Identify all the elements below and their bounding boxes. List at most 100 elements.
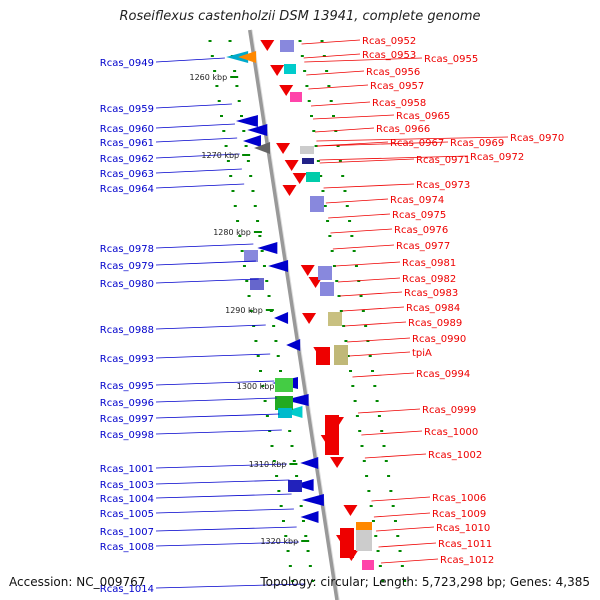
leader-line	[155, 183, 245, 189]
gene-label-right: Rcas_0969	[450, 138, 504, 149]
gene-label-left: Rcas_0964	[100, 184, 154, 195]
right-track-dot	[381, 580, 385, 582]
forward-gene-arrow	[276, 143, 291, 154]
right-track-dot	[355, 415, 359, 417]
right-track-dot	[323, 205, 327, 207]
reverse-gene-arrow	[282, 406, 303, 418]
gene-label-right: Rcas_0955	[424, 54, 478, 65]
gene-block	[362, 560, 374, 570]
right-track-dot	[378, 565, 382, 567]
gene-label-left: Rcas_0980	[100, 279, 154, 290]
right-outer-track-dot	[391, 505, 395, 507]
right-track-dot	[319, 175, 323, 177]
leader-line	[328, 213, 391, 219]
right-track-dot	[326, 220, 330, 222]
leader-line	[332, 244, 395, 250]
gene-label-left: Rcas_0963	[100, 169, 154, 180]
left-track-dot	[217, 100, 221, 102]
right-outer-track-dot	[345, 205, 349, 207]
left-inner-track-dot	[240, 115, 244, 117]
accession-text: Accession: NC_009767	[9, 575, 146, 589]
forward-gene-arrow	[292, 173, 307, 184]
left-track-dot	[229, 175, 233, 177]
right-outer-track-dot	[393, 520, 397, 522]
leader-line	[323, 183, 415, 189]
leader-line	[155, 153, 240, 159]
left-track-dot	[270, 445, 274, 447]
left-track-dot	[284, 535, 288, 537]
right-track-dot	[314, 145, 318, 147]
map-title: Roseiflexus castenholzii DSM 13941, comp…	[119, 9, 481, 24]
gene-label-left: Rcas_0988	[100, 325, 154, 336]
reverse-gene-arrow	[293, 479, 314, 491]
leader-line	[155, 137, 238, 143]
gene-label-left: Rcas_0998	[100, 430, 154, 441]
leader-line	[301, 39, 361, 45]
gene-label-right: tpiA	[412, 348, 432, 359]
leader-line	[155, 541, 299, 547]
kbp-tick	[289, 463, 298, 465]
gene-block	[328, 312, 342, 326]
left-inner-track-dot	[272, 325, 276, 327]
gene-label-left: Rcas_1001	[100, 464, 154, 475]
left-inner-track-dot	[262, 265, 266, 267]
left-track-dot	[286, 550, 290, 552]
right-outer-track-dot	[343, 190, 347, 192]
gene-label-right: Rcas_0957	[370, 81, 424, 92]
leader-line	[155, 260, 256, 266]
gene-label-right: Rcas_0981	[402, 258, 456, 269]
right-track-dot	[349, 370, 353, 372]
gene-label-right: Rcas_0958	[372, 98, 426, 109]
gene-label-left: Rcas_0961	[100, 138, 154, 149]
leader-line	[155, 353, 271, 359]
gene-block	[334, 345, 348, 365]
left-track-dot	[210, 55, 214, 57]
leader-line	[357, 408, 421, 414]
reverse-gene-arrow	[235, 115, 258, 127]
left-inner-track-dot	[246, 160, 250, 162]
kbp-tick	[301, 540, 310, 542]
left-track-dot	[261, 385, 265, 387]
kbp-tick	[253, 231, 262, 233]
right-outer-track-dot	[377, 415, 381, 417]
left-inner-track-dot	[249, 175, 253, 177]
gene-block	[320, 282, 334, 296]
right-outer-track-dot	[382, 445, 386, 447]
leader-line	[155, 278, 259, 284]
forward-gene-block	[340, 528, 354, 558]
gene-label-right: Rcas_0965	[396, 111, 450, 122]
leader-line	[337, 277, 401, 283]
reverse-gene-arrow	[286, 339, 301, 351]
gene-block	[310, 196, 324, 212]
gene-label-right: Rcas_0999	[422, 405, 476, 416]
right-outer-track-dot	[375, 400, 379, 402]
gene-label-right: Rcas_0984	[406, 303, 460, 314]
left-track-dot	[265, 415, 269, 417]
right-outer-track-dot	[364, 325, 368, 327]
leader-line	[155, 168, 242, 174]
left-track-dot	[231, 190, 235, 192]
left-inner-track-dot	[265, 280, 269, 282]
gene-label-right: Rcas_0990	[412, 334, 466, 345]
reverse-gene-arrow	[257, 242, 278, 254]
right-track-dot	[369, 505, 373, 507]
leader-line	[155, 429, 282, 435]
gene-label-left: Rcas_1003	[100, 480, 154, 491]
gene-label-right: Rcas_0953	[362, 50, 416, 61]
leader-line	[342, 306, 405, 312]
left-inner-track-dot	[253, 205, 257, 207]
right-track-dot	[358, 430, 362, 432]
reverse-gene-arrow	[247, 124, 268, 136]
leader-line	[317, 141, 449, 147]
left-inner-track-dot	[228, 40, 232, 42]
left-track-dot	[252, 325, 256, 327]
gene-label-right: Rcas_1010	[436, 523, 490, 534]
reverse-gene-arrow	[242, 135, 261, 147]
gene-label-left: Rcas_0949	[100, 58, 154, 69]
gene-label-right: Rcas_0966	[376, 124, 430, 135]
gene-label-right: Rcas_0972	[470, 152, 524, 163]
kbp-tick	[230, 76, 239, 78]
right-outer-track-dot	[384, 460, 388, 462]
kbp-label: 1310 kbp	[249, 460, 287, 469]
